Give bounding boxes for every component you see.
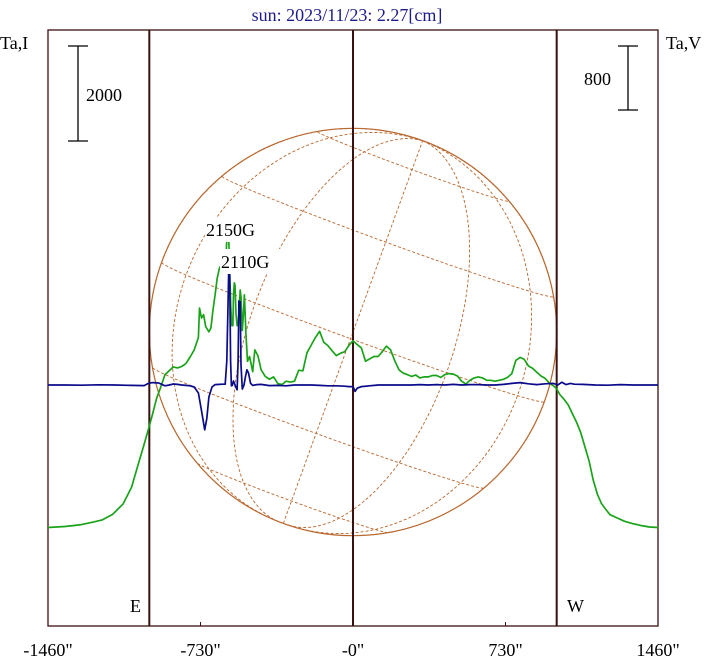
annotation-2110g: 2110G [221,252,269,272]
meridian-line [288,140,471,528]
reference-lines [148,30,558,626]
chart-title: sun: 2023/11/23: 2.27[cm] [252,5,443,25]
x-tick-labels: -1460" -730" -0" 730" 1460" [23,622,680,660]
meridian-line [300,140,533,535]
limb-label-east: E [130,596,141,616]
right-scale-bar: 800 [584,45,638,111]
annotation-2150g: 2150G [206,220,255,240]
left-scale-bar: 2000 [68,45,122,142]
parallel-line [152,367,484,489]
meridian-line [161,128,423,263]
series-intensity-line [47,218,659,529]
parallel-line [161,262,545,403]
x-tick-label: 730" [488,640,522,660]
annotation-bg-2 [220,249,286,274]
parallel-line [317,131,510,202]
meridian-line [232,138,423,522]
limb-label-west: W [567,596,584,616]
right-axis-label: Ta,V [666,33,701,53]
meridian-line [422,140,558,402]
left-scale-value: 2000 [86,85,122,105]
parallel-line [221,175,554,298]
x-tick-label: -0" [342,640,364,660]
x-tick-label: 1460" [636,640,679,660]
left-axis-label: Ta,I [0,33,28,53]
series-lines [47,218,659,529]
series-polarization-line [48,260,658,431]
right-scale-value: 800 [584,69,611,89]
meridian-line [171,132,423,517]
x-tick-label: -730" [180,640,220,660]
annotation-bg-1 [205,217,269,242]
parallel-line [197,463,388,534]
x-tick-label: -1460" [23,640,72,660]
